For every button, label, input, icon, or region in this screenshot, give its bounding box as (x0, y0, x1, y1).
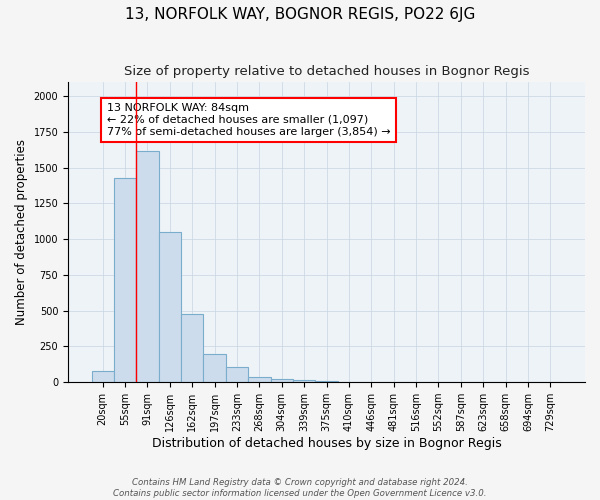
Bar (248, 376, 271, 382)
Text: Contains HM Land Registry data © Crown copyright and database right 2024.
Contai: Contains HM Land Registry data © Crown c… (113, 478, 487, 498)
Bar (158, 232, 181, 382)
Bar (293, 380, 316, 382)
Bar (316, 381, 338, 382)
X-axis label: Distribution of detached houses by size in Bognor Regis: Distribution of detached houses by size … (152, 437, 502, 450)
Text: 13 NORFOLK WAY: 84sqm
← 22% of detached houses are smaller (1,097)
77% of semi-d: 13 NORFOLK WAY: 84sqm ← 22% of detached … (107, 104, 391, 136)
Title: Size of property relative to detached houses in Bognor Regis: Size of property relative to detached ho… (124, 65, 529, 78)
Bar (136, 150, 158, 382)
Y-axis label: Number of detached properties: Number of detached properties (15, 139, 28, 325)
Bar (203, 354, 226, 382)
Bar (271, 380, 293, 382)
Bar (92, 371, 114, 382)
Bar (181, 314, 203, 382)
Text: 13, NORFOLK WAY, BOGNOR REGIS, PO22 6JG: 13, NORFOLK WAY, BOGNOR REGIS, PO22 6JG (125, 8, 475, 22)
Bar (114, 178, 136, 382)
Bar (226, 367, 248, 382)
